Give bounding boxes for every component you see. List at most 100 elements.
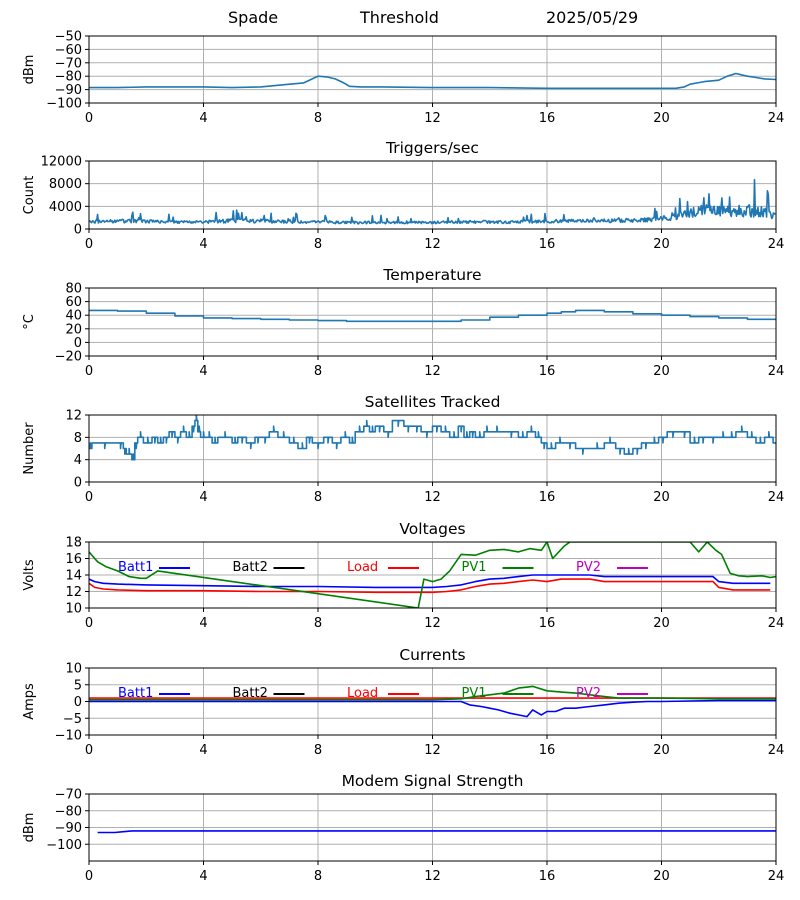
y-tick-label: −60 [55, 43, 82, 58]
legend-label-pv1: PV1 [462, 686, 487, 701]
grid-lines [88, 35, 777, 104]
y-tick-label: −100 [46, 97, 82, 112]
series-group [89, 685, 776, 718]
legend: Batt1 Batt2 Load PV1 PV2 [118, 560, 648, 575]
x-tick-label: 24 [768, 237, 785, 252]
x-tick-label: 12 [424, 364, 441, 379]
y-tick-label: −70 [55, 56, 82, 71]
x-tick-label: 0 [85, 364, 93, 379]
legend-label-batt1: Batt1 [118, 686, 153, 701]
series-group [89, 178, 776, 225]
series-line-1 [89, 415, 776, 461]
x-tick-label: 0 [85, 111, 93, 126]
y-tick-label: 12 [65, 409, 82, 424]
grid-lines [88, 414, 777, 483]
y-tick-label: −10 [55, 729, 82, 744]
x-tick-label: 16 [539, 364, 556, 379]
x-tick-label: 0 [85, 237, 93, 252]
series-line-pv1 [89, 542, 776, 608]
x-tick-label: 0 [85, 743, 93, 758]
x-tick-label: 12 [424, 616, 441, 631]
x-tick-label: 0 [85, 490, 93, 505]
x-tick-label: 4 [199, 490, 207, 505]
x-tick-label: 12 [424, 237, 441, 252]
y-tick-label: 8000 [49, 177, 82, 192]
x-tick-label: 4 [199, 869, 207, 884]
y-axis-label: Number [22, 422, 37, 475]
legend: Batt1 Batt2 Load PV1 PV2 [118, 686, 648, 701]
y-tick-label: −50 [55, 30, 82, 45]
y-tick-label: 12 [65, 585, 82, 600]
legend-label-pv1: PV1 [462, 560, 487, 575]
x-tick-label: 4 [199, 237, 207, 252]
y-tick-label: 18 [65, 536, 82, 551]
x-tick-label: 12 [424, 743, 441, 758]
chart-title: Satellites Tracked [365, 393, 501, 411]
series-group [89, 72, 776, 90]
series-line-batt1 [89, 574, 771, 589]
x-tick-label: 20 [653, 869, 670, 884]
y-tick-label: 4000 [49, 200, 82, 215]
y-tick-label: 10 [65, 602, 82, 617]
y-tick-label: 80 [65, 282, 82, 297]
x-tick-label: 4 [199, 743, 207, 758]
y-tick-label: 0 [74, 695, 82, 710]
y-tick-label: 60 [65, 295, 82, 310]
y-tick-label: −100 [46, 838, 82, 853]
x-tick-label: 16 [539, 616, 556, 631]
chart-panel-4: 0 4 8 12 16 20 24 0 4 8 12 Satellites Tracked Number [22, 393, 784, 505]
y-tick-label: 0 [74, 223, 82, 238]
y-tick-label: −70 [55, 788, 82, 803]
x-tick-label: 8 [314, 743, 322, 758]
series-line-pv1 [89, 685, 776, 701]
x-tick-label: 12 [424, 490, 441, 505]
y-tick-label: −90 [55, 821, 82, 836]
y-tick-label: 5 [74, 678, 82, 693]
threshold-label: Threshold [360, 8, 439, 27]
x-tick-label: 24 [768, 364, 785, 379]
x-tick-label: 20 [653, 111, 670, 126]
x-tick-label: 20 [653, 237, 670, 252]
y-tick-label: −5 [63, 712, 82, 727]
series-group [89, 309, 776, 323]
y-tick-label: 12000 [41, 155, 82, 170]
y-axis-label: dBm [22, 813, 37, 843]
x-tick-label: 16 [539, 743, 556, 758]
y-axis-label: Volts [22, 559, 37, 591]
x-tick-label: 8 [314, 869, 322, 884]
grid-lines [88, 793, 777, 861]
x-tick-label: 24 [768, 111, 785, 126]
legend-label-batt1: Batt1 [118, 560, 153, 575]
grid-lines [88, 160, 777, 230]
x-tick-label: 24 [768, 490, 785, 505]
x-tick-label: 0 [85, 869, 93, 884]
x-tick-label: 24 [768, 616, 785, 631]
legend-label-load: Load [347, 560, 378, 575]
series-line-1 [89, 309, 776, 323]
series-group [89, 542, 776, 608]
chart-panel-2: 0 4 8 12 16 20 24 0 4000 8000 12000 Triggers/sec Cou… [22, 139, 784, 252]
y-tick-label: 4 [74, 453, 82, 468]
series-line-1 [89, 178, 776, 225]
y-tick-label: 16 [65, 552, 82, 567]
x-tick-label: 20 [653, 616, 670, 631]
legend-label-pv2: PV2 [576, 686, 601, 701]
x-tick-label: 12 [424, 111, 441, 126]
y-tick-label: 0 [74, 476, 82, 491]
chart-title: Modem Signal Strength [342, 772, 524, 790]
x-tick-label: 24 [768, 743, 785, 758]
x-tick-label: 16 [539, 111, 556, 126]
x-tick-label: 16 [539, 869, 556, 884]
y-axis-label: Count [22, 176, 37, 215]
y-tick-label: 10 [65, 662, 82, 677]
y-tick-label: 0 [74, 336, 82, 351]
x-tick-label: 16 [539, 490, 556, 505]
date-label: 2025/05/29 [546, 8, 639, 27]
series-line-batt1 [89, 699, 776, 718]
y-tick-label: −80 [55, 70, 82, 85]
y-tick-label: 8 [74, 431, 82, 446]
